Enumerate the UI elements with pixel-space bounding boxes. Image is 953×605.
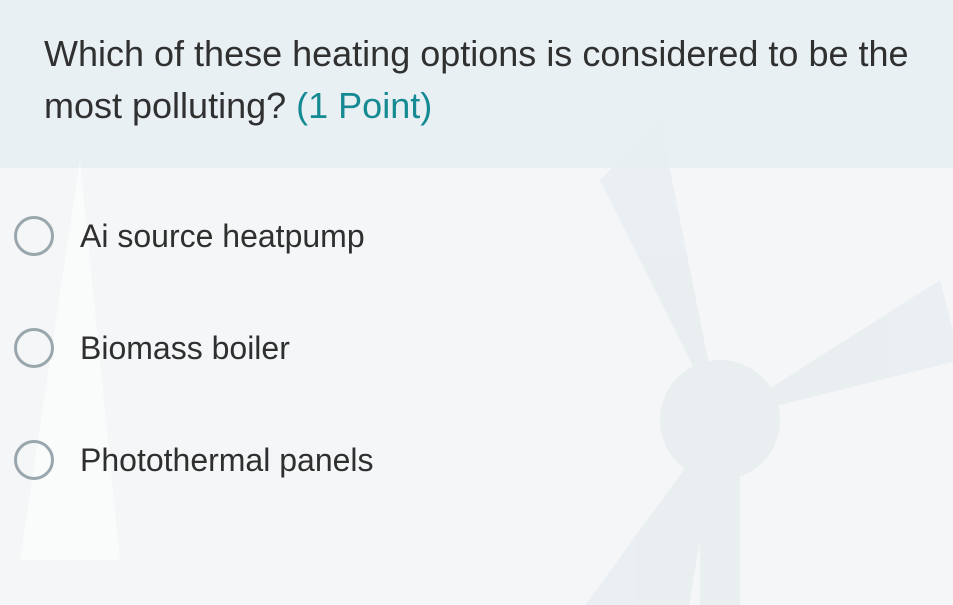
question-points: (1 Point) bbox=[296, 85, 432, 126]
radio-icon[interactable] bbox=[14, 216, 54, 256]
option-label: Ai source heatpump bbox=[80, 218, 365, 255]
question-text-content: Which of these heating options is consid… bbox=[44, 33, 909, 126]
option-row[interactable]: Ai source heatpump bbox=[0, 216, 953, 256]
question-text: Which of these heating options is consid… bbox=[44, 28, 909, 132]
option-row[interactable]: Photothermal panels bbox=[0, 440, 953, 480]
radio-icon[interactable] bbox=[14, 440, 54, 480]
option-label: Photothermal panels bbox=[80, 442, 374, 479]
radio-icon[interactable] bbox=[14, 328, 54, 368]
option-row[interactable]: Biomass boiler bbox=[0, 328, 953, 368]
options-list: Ai source heatpump Biomass boiler Photot… bbox=[0, 168, 953, 480]
option-label: Biomass boiler bbox=[80, 330, 290, 367]
question-header: Which of these heating options is consid… bbox=[0, 0, 953, 168]
